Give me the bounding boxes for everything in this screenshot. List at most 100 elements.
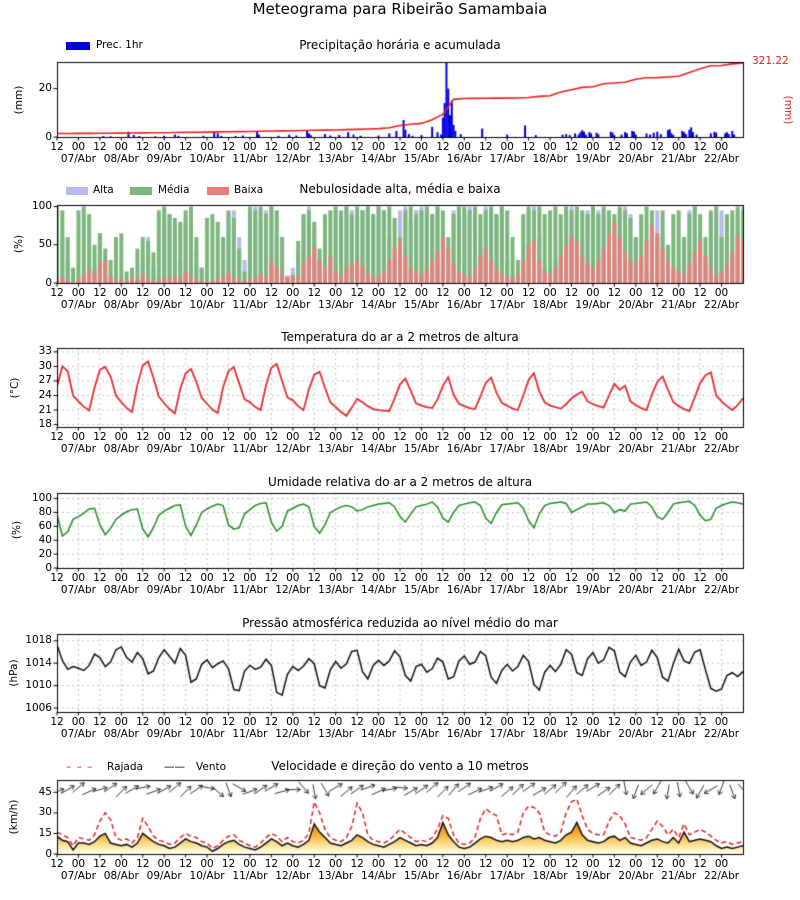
x-hour-label: 12 — [307, 572, 321, 584]
x-date-label: 17/Abr — [489, 153, 525, 165]
x-date-label: 17/Abr — [489, 299, 525, 311]
x-hour-label: 12 — [479, 858, 493, 870]
y-tick-label: 40 — [38, 533, 52, 546]
x-date-label: 11/Abr — [232, 584, 268, 596]
x-hour-label: 12 — [350, 141, 364, 153]
x-date-label: 13/Abr — [318, 153, 354, 165]
x-hour-label: 00 — [500, 716, 514, 728]
x-hour-label: 12 — [693, 572, 707, 584]
x-date-label: 08/Abr — [103, 870, 139, 882]
cloud-panel-title: Nebulosidade alta, média e baixa — [299, 182, 501, 196]
precip-legend-label: Prec. 1hr — [96, 39, 143, 51]
x-hour-label: 12 — [350, 572, 364, 584]
x-hour-label: 00 — [714, 858, 729, 870]
x-hour-label: 00 — [500, 141, 514, 153]
x-hour-label: 00 — [543, 141, 557, 153]
x-date-label: 08/Abr — [103, 728, 139, 740]
media-legend-swatch — [130, 187, 152, 195]
x-date-label: 09/Abr — [146, 153, 182, 165]
x-hour-label: 12 — [393, 716, 407, 728]
y-tick-label: 24 — [38, 388, 52, 401]
x-date-label: 10/Abr — [189, 870, 225, 882]
x-hour-label: 00 — [586, 287, 600, 299]
baixa-legend-label: Baixa — [234, 184, 264, 196]
x-hour-label: 12 — [264, 858, 279, 870]
x-hour-label: 12 — [436, 716, 450, 728]
x-hour-label: 12 — [221, 431, 236, 443]
x-hour-label: 12 — [650, 287, 664, 299]
x-hour-label: 00 — [157, 858, 171, 870]
x-hour-label: 12 — [136, 572, 150, 584]
x-hour-label: 00 — [629, 572, 643, 584]
y-tick-label: 27 — [38, 374, 52, 387]
x-hour-label: 12 — [607, 287, 622, 299]
precip-legend-swatch — [66, 42, 90, 50]
x-hour-label: 00 — [286, 572, 300, 584]
baixa-legend-swatch — [207, 187, 229, 195]
x-date-label: 20/Abr — [618, 728, 654, 740]
x-hour-label: 00 — [286, 141, 300, 153]
x-hour-label: 00 — [200, 431, 214, 443]
x-date-label: 17/Abr — [489, 584, 525, 596]
x-hour-label: 00 — [586, 572, 600, 584]
x-date-label: 09/Abr — [146, 870, 182, 882]
x-hour-label: 00 — [543, 431, 557, 443]
x-date-label: 08/Abr — [103, 443, 139, 455]
x-date-label: 17/Abr — [489, 870, 525, 882]
x-date-label: 22/Abr — [704, 728, 740, 740]
x-hour-label: 12 — [521, 716, 536, 728]
x-hour-label: 00 — [586, 858, 600, 870]
x-date-label: 21/Abr — [661, 299, 697, 311]
x-date-label: 16/Abr — [446, 443, 482, 455]
x-hour-label: 00 — [200, 716, 214, 728]
page-title: Meteograma para Ribeirão Samambaia — [252, 0, 548, 18]
x-date-label: 18/Abr — [532, 153, 568, 165]
x-date-label: 10/Abr — [189, 443, 225, 455]
x-date-label: 07/Abr — [60, 299, 96, 311]
x-hour-label: 00 — [371, 287, 386, 299]
x-hour-label: 12 — [564, 716, 579, 728]
vento-legend-line: —— — [164, 761, 185, 773]
x-hour-label: 12 — [607, 572, 622, 584]
x-date-label: 16/Abr — [446, 728, 482, 740]
x-hour-label: 00 — [457, 572, 471, 584]
x-hour-label: 12 — [650, 141, 664, 153]
y-tick-label: 60 — [38, 519, 52, 532]
x-hour-label: 00 — [71, 572, 86, 584]
x-hour-label: 00 — [114, 287, 128, 299]
x-hour-label: 12 — [93, 141, 107, 153]
x-hour-label: 12 — [521, 141, 536, 153]
x-hour-label: 12 — [650, 572, 664, 584]
x-date-label: 16/Abr — [446, 299, 482, 311]
x-hour-label: 00 — [586, 141, 600, 153]
x-hour-label: 00 — [414, 572, 429, 584]
x-hour-label: 00 — [543, 716, 557, 728]
temp-panel-title: Temperatura do ar a 2 metros de altura — [281, 330, 519, 344]
x-date-label: 19/Abr — [575, 153, 611, 165]
x-hour-label: 00 — [371, 858, 386, 870]
x-date-label: 10/Abr — [189, 299, 225, 311]
x-hour-label: 12 — [564, 287, 579, 299]
x-date-label: 12/Abr — [275, 584, 311, 596]
x-hour-label: 00 — [543, 572, 557, 584]
x-date-label: 22/Abr — [704, 153, 740, 165]
x-date-label: 12/Abr — [275, 153, 311, 165]
x-hour-label: 00 — [672, 141, 686, 153]
x-hour-label: 12 — [693, 858, 707, 870]
x-date-label: 15/Abr — [403, 870, 439, 882]
x-hour-label: 12 — [693, 431, 707, 443]
x-hour-label: 00 — [200, 287, 214, 299]
x-hour-label: 00 — [714, 141, 729, 153]
x-date-label: 09/Abr — [146, 299, 182, 311]
x-date-label: 22/Abr — [704, 443, 740, 455]
x-date-label: 14/Abr — [361, 584, 397, 596]
x-hour-label: 00 — [157, 287, 171, 299]
x-hour-label: 00 — [329, 716, 343, 728]
x-hour-label: 00 — [543, 858, 557, 870]
y-tick-label: 0 — [45, 130, 52, 143]
x-date-label: 09/Abr — [146, 584, 182, 596]
y-tick-label: 18 — [38, 418, 52, 431]
x-date-label: 09/Abr — [146, 443, 182, 455]
x-hour-label: 12 — [178, 287, 193, 299]
